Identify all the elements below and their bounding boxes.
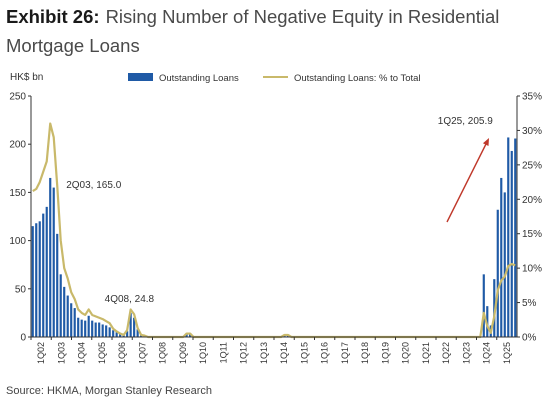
bar: [185, 334, 188, 337]
y-tick-label-left: 250: [9, 92, 26, 103]
x-tick-label: 1Q18: [360, 342, 370, 364]
bar: [496, 209, 499, 337]
bar: [507, 137, 510, 337]
y-tick-label-right: 15%: [522, 229, 542, 240]
y-tick-label-left: 150: [9, 188, 26, 199]
bar: [189, 334, 192, 337]
trend-arrow-head: [482, 138, 489, 146]
bar: [115, 332, 118, 337]
bar: [503, 192, 506, 337]
bar: [49, 177, 52, 337]
bar: [500, 177, 503, 337]
bar: [80, 319, 83, 337]
legend: Outstanding Loans Outstanding Loans: % t…: [128, 73, 421, 84]
bar: [84, 320, 87, 337]
bar: [133, 317, 136, 337]
y-tick-label-left: 200: [9, 140, 26, 151]
bar: [112, 330, 115, 337]
bar: [73, 308, 76, 337]
chart-title: Exhibit 26: Rising Number of Negative Equ…: [6, 2, 546, 60]
bar: [70, 303, 73, 337]
annotation-2q03: 2Q03, 165.0: [66, 180, 121, 191]
y-tick-label-left: 0: [20, 333, 26, 344]
x-tick-label: 1Q19: [380, 342, 390, 364]
bar: [52, 187, 55, 337]
bar: [38, 221, 41, 337]
y-tick-label-left: 50: [15, 284, 27, 295]
bar: [105, 325, 108, 337]
y-axis-left: 0 50 100 150 200 250: [9, 92, 32, 344]
y-tick-label-right: 5%: [522, 298, 537, 309]
bar: [59, 274, 62, 337]
x-tick-label: 1Q09: [178, 342, 188, 364]
y-tick-label-right: 0%: [522, 333, 537, 344]
x-tick-label: 1Q05: [97, 342, 107, 364]
bar: [63, 286, 66, 337]
bar: [87, 315, 90, 337]
trend-arrow: [446, 141, 488, 223]
bar: [94, 322, 97, 337]
x-tick-label: 1Q03: [56, 342, 66, 364]
y-tick-label-right: 20%: [522, 195, 542, 206]
bar: [45, 206, 48, 337]
bar: [35, 223, 38, 337]
y-tick-label-right: 10%: [522, 264, 542, 275]
legend-line-label: Outstanding Loans: % to Total: [294, 73, 421, 84]
legend-bar-label: Outstanding Loans: [159, 73, 239, 84]
x-axis: 1Q02 1Q03 1Q04 1Q05 1Q06 1Q07 1Q08 1Q09 1Q10 1Q11…: [30, 336, 517, 364]
x-tick-label: 1Q25: [502, 342, 512, 364]
bar: [514, 138, 517, 337]
x-tick-label: 1Q12: [239, 342, 249, 364]
annotation-4q08: 4Q08, 24.8: [105, 294, 155, 305]
source-note: Source: HKMA, Morgan Stanley Research: [6, 385, 213, 397]
exhibit-label: Exhibit 26:: [6, 6, 100, 27]
x-tick-label: 1Q06: [117, 342, 127, 364]
bar: [101, 324, 104, 337]
bar-series: [31, 137, 517, 337]
x-tick-label: 1Q16: [320, 342, 330, 364]
x-tick-label: 1Q10: [198, 342, 208, 364]
bar: [510, 150, 513, 337]
x-tick-label: 1Q23: [461, 342, 471, 364]
x-tick-label: 1Q11: [218, 342, 228, 363]
x-tick-label: 1Q08: [158, 342, 168, 364]
bar: [486, 306, 489, 337]
bar: [122, 335, 125, 337]
bar: [119, 334, 122, 337]
x-tick-label: 1Q14: [279, 342, 289, 364]
y-axis-unit-label: HK$ bn: [10, 72, 43, 83]
bar: [126, 331, 129, 337]
bar: [77, 317, 80, 337]
bar: [482, 274, 485, 337]
x-tick-label: 1Q02: [36, 342, 46, 364]
bar: [91, 320, 94, 337]
y-tick-label-right: 30%: [522, 126, 542, 137]
x-tick-label: 1Q17: [340, 342, 350, 364]
x-tick-label: 1Q15: [299, 342, 309, 364]
x-tick-label: 1Q22: [441, 342, 451, 364]
y-tick-label-right: 35%: [522, 92, 542, 103]
x-tick-label: 1Q07: [137, 342, 147, 364]
annotation-1q25: 1Q25, 205.9: [438, 116, 493, 127]
annotations: 2Q03, 165.0 4Q08, 24.8 1Q25, 205.9: [66, 116, 493, 305]
x-tick-label: 1Q20: [401, 342, 411, 364]
bar: [136, 329, 139, 337]
x-tick-label: 1Q21: [421, 342, 431, 364]
y-tick-label-right: 25%: [522, 160, 542, 171]
legend-bar-swatch: [128, 73, 153, 81]
bar: [31, 226, 34, 337]
y-axis-right: 0% 5% 10% 15% 20% 25% 30% 35%: [516, 92, 542, 344]
y-tick-label-left: 100: [9, 236, 26, 247]
bar: [129, 313, 132, 337]
x-tick-label: 1Q13: [259, 342, 269, 364]
bar: [56, 233, 59, 337]
x-tick-label: 1Q24: [482, 342, 492, 364]
x-tick-label: 1Q04: [77, 342, 87, 364]
bar: [66, 295, 69, 337]
chart: HK$ bn Outstanding Loans Outstanding Loa…: [9, 72, 542, 364]
title-text: Rising Number of Negative Equity in Resi…: [6, 6, 500, 56]
bar: [108, 327, 111, 337]
bar: [42, 213, 45, 337]
bar: [98, 322, 101, 337]
